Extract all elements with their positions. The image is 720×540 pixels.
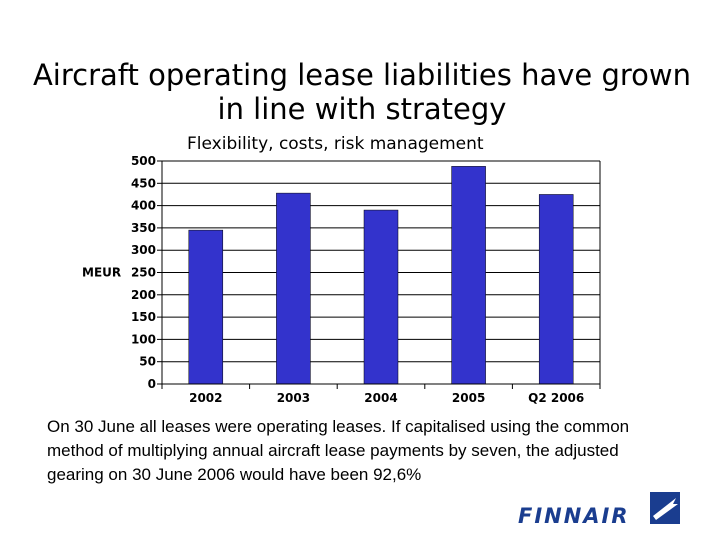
body-text: On 30 June all leases were operating lea… (47, 417, 630, 484)
y-tick-label: 400 (131, 199, 156, 213)
x-tick-label: 2003 (277, 391, 310, 405)
finnair-logo: FINNAIR (518, 492, 680, 528)
bar (276, 192, 311, 385)
bar (188, 229, 224, 385)
bar (363, 209, 399, 385)
bar (451, 166, 486, 385)
bar (538, 194, 574, 385)
logo-swoosh (653, 498, 678, 520)
y-tick-label: 500 (131, 154, 156, 168)
y-tick-label: 50 (139, 355, 156, 369)
y-tick-label: 300 (131, 243, 156, 257)
x-tick-label: 2002 (189, 391, 222, 405)
y-tick-label: 100 (131, 332, 156, 346)
x-tick-label: Q2 2006 (528, 391, 584, 405)
y-tick-label: 150 (131, 310, 156, 324)
y-tick-label: 350 (131, 221, 156, 235)
bar-chart: 0 50 100 150 200 250 300 350 400 450 500 MEUR 2002 20… (82, 154, 601, 405)
y-tick-label: 200 (131, 288, 156, 302)
chart-title: Flexibility, costs, risk management (187, 134, 484, 154)
x-tick-label: 2005 (452, 391, 485, 405)
logo-text: FINNAIR (518, 504, 630, 528)
y-tick-label: 250 (131, 266, 156, 280)
x-tick-label: 2004 (364, 391, 397, 405)
slide-title: Aircraft operating lease liabilities hav… (32, 58, 692, 126)
y-tick-label: 0 (148, 377, 156, 391)
y-tick-label: 450 (131, 176, 156, 190)
y-axis-label: MEUR (82, 266, 121, 280)
